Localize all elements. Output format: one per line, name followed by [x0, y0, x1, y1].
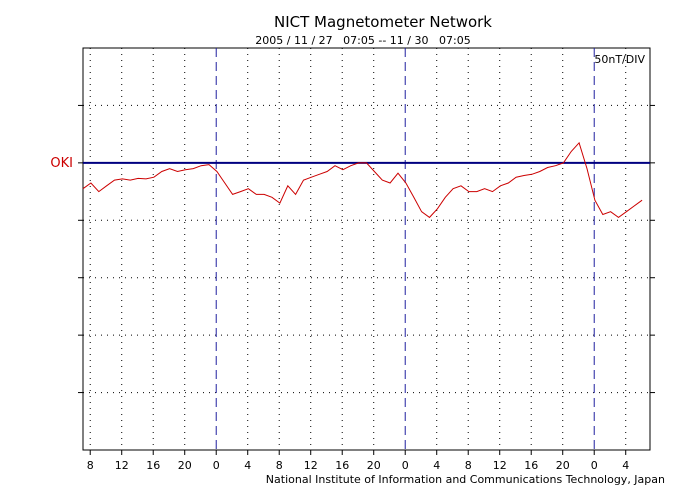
x-tick-label: 12	[115, 459, 129, 472]
x-tick-label: 8	[276, 459, 283, 472]
x-tick-label: 20	[178, 459, 192, 472]
x-tick-label: 20	[556, 459, 570, 472]
x-tick-label: 16	[524, 459, 538, 472]
x-tick-label: 8	[465, 459, 472, 472]
grid-layer	[83, 48, 650, 450]
x-tick-label: 0	[402, 459, 409, 472]
tick-marks	[78, 104, 655, 455]
x-tick-labels: 8 12 16 20 0 4 8 12 16 20 0 4 8 12 16 20 0 4	[87, 459, 630, 472]
x-tick-label: 20	[367, 459, 381, 472]
chart-subtitle: 2005 / 11 / 27 07:05 -- 11 / 30 07:05	[255, 34, 470, 47]
x-tick-label: 12	[304, 459, 318, 472]
plot-frame	[82, 47, 651, 451]
chart-title: NICT Magnetometer Network	[274, 13, 492, 31]
scale-label: 50nT/DIV	[594, 53, 645, 66]
x-tick-label: 16	[146, 459, 160, 472]
x-tick-label: 0	[213, 459, 220, 472]
x-tick-label: 12	[493, 459, 507, 472]
credit-text: National Institute of Information and Co…	[266, 473, 665, 486]
series-line-oki	[82, 141, 643, 219]
x-tick-label: 4	[244, 459, 251, 472]
x-tick-label: 0	[591, 459, 598, 472]
x-tick-label: 4	[622, 459, 629, 472]
x-tick-label: 8	[87, 459, 94, 472]
day-boundary-lines	[215, 48, 595, 450]
series-label-oki: OKI	[50, 156, 73, 171]
x-tick-label: 4	[433, 459, 440, 472]
x-tick-label: 16	[335, 459, 349, 472]
series-layer	[82, 141, 643, 219]
